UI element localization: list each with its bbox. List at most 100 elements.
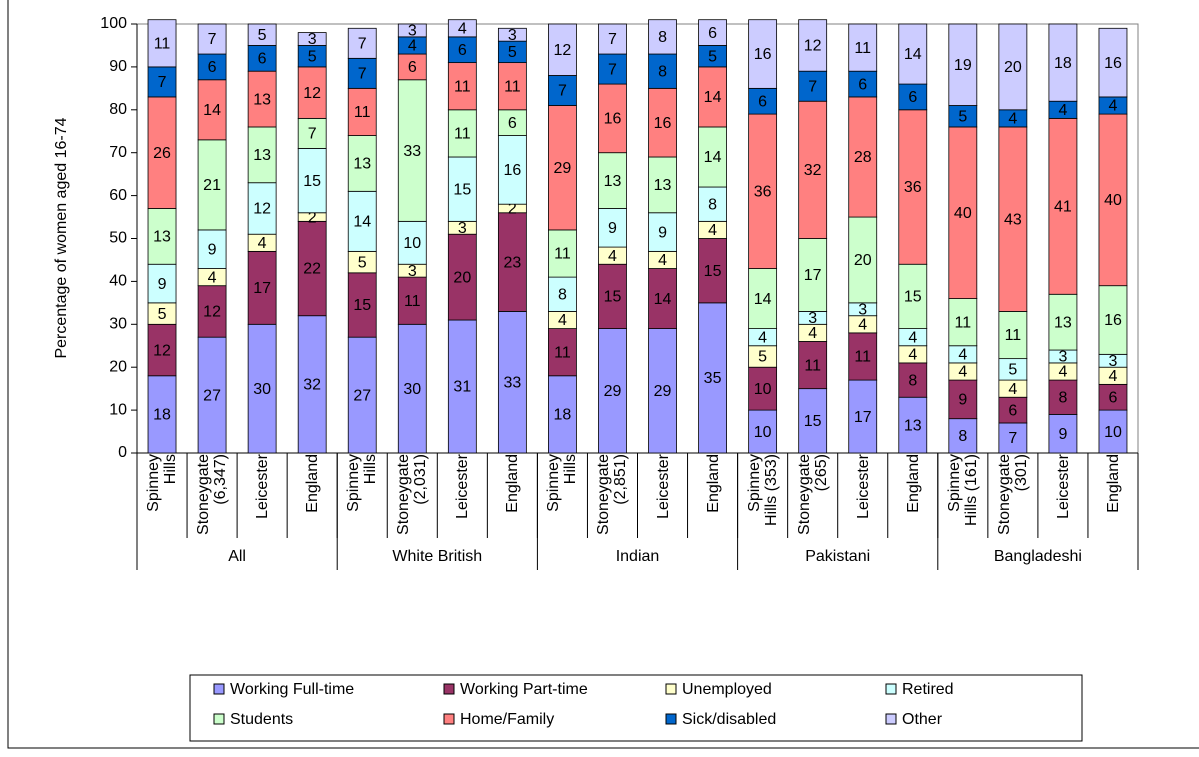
x-tick-label: Stoneygate (2,851)	[595, 454, 630, 535]
bar-segment	[147, 19, 177, 68]
data-label: 11	[354, 104, 371, 121]
data-label: 5	[158, 306, 167, 323]
data-label: 8	[708, 196, 717, 213]
chart-border	[7, 0, 1199, 749]
data-label: 6	[258, 51, 267, 68]
bar-segment	[548, 328, 577, 377]
bar-segment	[898, 263, 928, 329]
data-label: 3	[458, 220, 467, 237]
data-label: 12	[203, 304, 221, 321]
data-label: 16	[1104, 312, 1122, 329]
bar-segment	[497, 135, 527, 205]
bar-segment	[247, 182, 277, 235]
bar-segment	[447, 19, 477, 38]
data-label: 14	[704, 89, 722, 106]
data-label: 16	[604, 111, 622, 128]
data-label: 12	[253, 201, 271, 218]
bar-segment	[347, 57, 377, 89]
data-label: 6	[458, 42, 467, 59]
bar-segment	[447, 62, 477, 111]
data-label: 3	[508, 27, 517, 44]
x-tick-label: England	[704, 454, 722, 513]
data-label: 4	[1058, 364, 1067, 381]
data-label: 18	[153, 407, 171, 424]
data-label: 40	[1104, 192, 1122, 209]
data-label: 7	[358, 36, 367, 53]
data-label: 13	[1054, 314, 1072, 331]
x-tick-label: Spinney Hills	[345, 454, 380, 512]
bar-segment	[197, 139, 227, 231]
data-label: 13	[253, 91, 271, 108]
data-label: 13	[353, 156, 371, 173]
bar-segment	[948, 126, 978, 299]
data-label: 15	[303, 173, 321, 190]
data-label: 16	[503, 162, 521, 179]
bar-segment	[798, 19, 828, 72]
y-tick-label: 20	[109, 358, 127, 375]
data-label: 43	[1004, 211, 1022, 228]
data-label: 10	[754, 381, 772, 398]
bar-segment	[548, 276, 577, 312]
data-label: 29	[554, 160, 572, 177]
data-label: 2	[508, 201, 517, 218]
x-tick-label: Spinney Hills	[145, 454, 180, 512]
legend-label: Other	[902, 711, 943, 728]
bar-segment	[297, 32, 327, 46]
bar-segment	[297, 220, 327, 317]
bar-segment	[497, 109, 527, 136]
data-label: 7	[1008, 430, 1017, 447]
data-label: 8	[658, 29, 667, 46]
data-label: 11	[955, 314, 972, 331]
bar-segment	[1048, 293, 1078, 351]
x-tick-label: England	[1104, 454, 1122, 513]
data-label: 17	[854, 409, 872, 426]
data-label: 6	[758, 93, 767, 110]
bar-segment	[998, 23, 1028, 111]
data-label: 5	[308, 48, 317, 65]
data-label: 16	[754, 46, 772, 63]
bar-segment	[1048, 413, 1078, 454]
data-label: 15	[704, 263, 722, 280]
bar-segment	[598, 23, 627, 55]
data-label: 36	[904, 179, 922, 196]
bar-segment	[1098, 113, 1128, 287]
data-label: 4	[708, 222, 717, 239]
bar-segment	[147, 263, 177, 304]
data-label: 15	[904, 289, 922, 306]
x-tick-label: Spinney Hills (161)	[945, 454, 980, 527]
data-label: 11	[454, 126, 471, 143]
data-label: 6	[408, 59, 417, 76]
bar-segment	[548, 105, 577, 231]
data-label: 8	[558, 286, 567, 303]
bar-segment	[798, 100, 828, 239]
data-label: 28	[854, 149, 872, 166]
x-tick-label: Stoneygate (301)	[995, 454, 1030, 535]
data-label: 15	[604, 289, 622, 306]
bar-segment	[798, 388, 828, 454]
bar-segment	[748, 87, 778, 115]
bar-segment	[297, 66, 327, 119]
bar-segment	[648, 53, 677, 89]
data-label: 40	[954, 205, 972, 222]
bar-segment	[848, 23, 878, 72]
data-label: 27	[353, 387, 371, 404]
bar-segment	[698, 302, 727, 454]
data-label: 14	[654, 291, 672, 308]
data-label: 7	[158, 74, 167, 91]
data-label: 5	[708, 48, 717, 65]
data-label: 10	[1104, 424, 1122, 441]
bar-segment	[347, 27, 377, 59]
data-label: 8	[1058, 389, 1067, 406]
data-label: 41	[1054, 199, 1072, 216]
legend-box	[189, 674, 1083, 742]
y-tick-label: 30	[109, 316, 127, 333]
data-label: 17	[804, 267, 822, 284]
x-tick-label: Leicester	[654, 454, 672, 519]
data-label: 19	[954, 57, 972, 74]
legend-swatch	[443, 713, 455, 725]
bar-segment	[848, 70, 878, 98]
bar-segment	[648, 328, 677, 454]
bar-segment	[698, 126, 727, 188]
data-label: 2	[308, 209, 317, 226]
data-label: 7	[608, 61, 617, 78]
